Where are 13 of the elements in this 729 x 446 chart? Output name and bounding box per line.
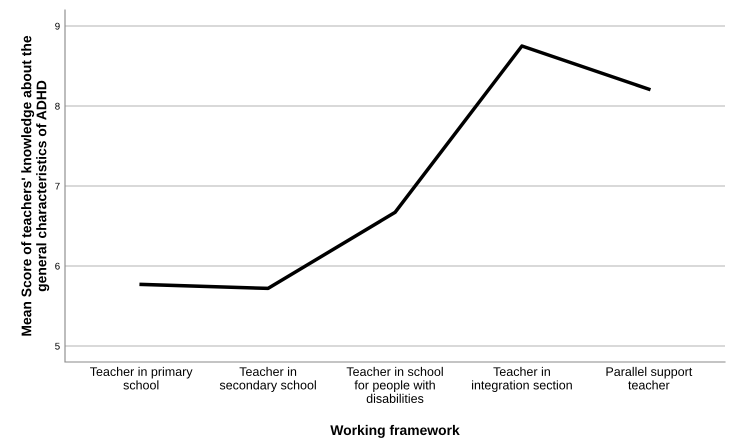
y-tick-label: 7 [55,182,60,190]
x-tick-label: Teacher in school for people with disabilities [346,366,443,403]
x-tick-label: Parallel support teacher [606,366,692,390]
x-axis-title: Working framework [330,424,460,438]
y-tick-label: 9 [55,22,60,30]
y-tick-label: 5 [55,342,60,350]
x-tick-label: Teacher in primary school [90,366,193,390]
y-tick-label: 6 [55,262,60,270]
x-tick-label: Teacher in secondary school [220,366,316,392]
x-tick-label: Teacher in integration section [472,366,572,392]
y-axis-title: Mean Score of teachers' knowledge about the general characteristics of ADHD [21,36,50,336]
y-tick-label: 8 [55,102,60,110]
line-series [139,44,651,290]
